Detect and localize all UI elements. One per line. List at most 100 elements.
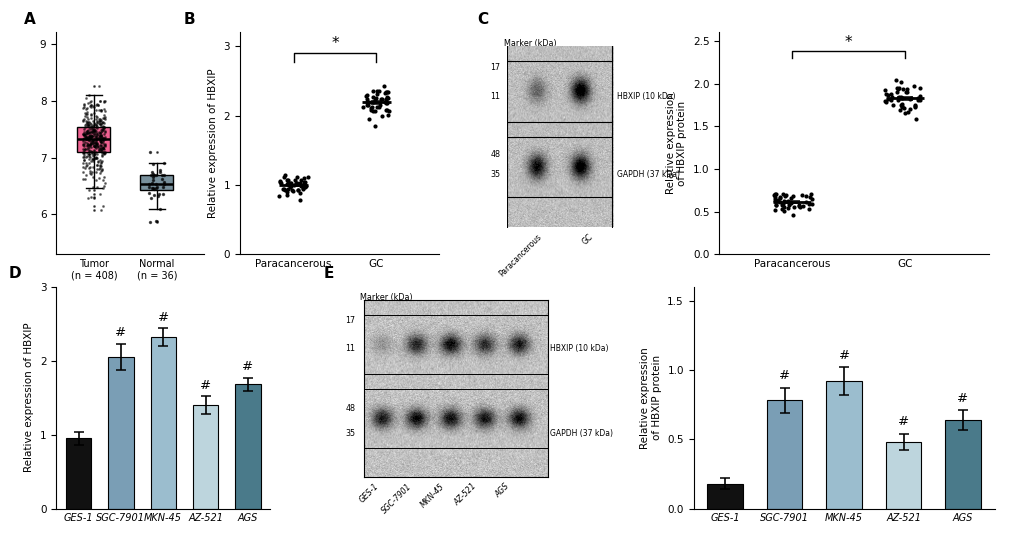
Point xyxy=(78,145,95,154)
Point xyxy=(889,84,905,93)
Point xyxy=(155,178,171,187)
Point xyxy=(76,175,93,183)
Point xyxy=(95,125,111,134)
Point xyxy=(91,106,107,115)
Point xyxy=(879,95,896,104)
Point xyxy=(92,134,108,142)
Point xyxy=(78,129,95,137)
Point xyxy=(79,117,96,126)
Point xyxy=(91,143,107,151)
Point xyxy=(881,95,898,104)
Y-axis label: Relative expression of HBXIP: Relative expression of HBXIP xyxy=(24,323,35,472)
Point xyxy=(155,183,171,192)
Point xyxy=(145,184,161,193)
Point xyxy=(88,101,104,109)
Y-axis label: Relative expression of HBXIP: Relative expression of HBXIP xyxy=(208,69,218,218)
Point xyxy=(86,142,102,150)
Text: AZ-521: AZ-521 xyxy=(452,482,478,508)
Point xyxy=(77,111,94,120)
Point xyxy=(95,143,111,152)
Text: Marker (kDa): Marker (kDa) xyxy=(503,39,555,48)
Point xyxy=(290,186,307,194)
Point xyxy=(88,111,104,120)
Point xyxy=(92,120,108,129)
Point xyxy=(93,106,109,115)
Point xyxy=(88,133,104,142)
Point xyxy=(81,146,97,154)
Point xyxy=(282,182,299,191)
Point xyxy=(95,134,111,142)
Point xyxy=(78,117,95,126)
Point xyxy=(81,131,97,140)
Point xyxy=(74,117,91,126)
Point xyxy=(358,92,374,101)
Point xyxy=(81,164,97,173)
Point xyxy=(77,170,94,179)
Point xyxy=(79,144,96,153)
Point xyxy=(91,115,107,123)
Point xyxy=(292,181,309,190)
Point xyxy=(79,133,96,142)
Point xyxy=(83,142,99,151)
Text: E: E xyxy=(323,266,334,281)
Point xyxy=(786,202,802,211)
Point xyxy=(148,183,164,192)
Point xyxy=(91,146,107,154)
Point xyxy=(779,203,795,212)
Point xyxy=(88,154,104,162)
Point xyxy=(83,103,99,111)
Point xyxy=(92,129,108,138)
Point xyxy=(74,152,91,161)
Point xyxy=(355,103,371,111)
Point xyxy=(376,89,392,97)
Point xyxy=(876,85,893,94)
Point xyxy=(78,134,95,142)
Point xyxy=(889,96,905,105)
Point xyxy=(93,126,109,134)
Point xyxy=(770,193,787,201)
Point xyxy=(94,135,110,143)
Point xyxy=(92,140,108,149)
Point xyxy=(95,144,111,153)
Point xyxy=(90,157,106,166)
Point xyxy=(79,121,96,129)
Point xyxy=(74,149,91,157)
Point xyxy=(93,127,109,136)
Point xyxy=(88,129,104,138)
Point xyxy=(296,178,312,187)
Point xyxy=(85,173,101,182)
Point xyxy=(76,129,93,138)
Point xyxy=(81,118,97,127)
Point xyxy=(152,166,168,174)
Point xyxy=(85,102,101,110)
Point xyxy=(901,105,917,114)
Point xyxy=(79,128,96,137)
Point xyxy=(92,135,108,143)
Point xyxy=(95,114,111,122)
Point xyxy=(143,217,159,226)
Point xyxy=(83,123,99,131)
Point xyxy=(877,97,894,106)
Point xyxy=(81,135,97,143)
Point xyxy=(95,117,111,126)
Point xyxy=(78,139,95,148)
Point xyxy=(92,97,108,106)
Point xyxy=(363,106,379,115)
Point xyxy=(797,192,813,201)
Point xyxy=(279,178,296,187)
Point xyxy=(83,97,99,105)
Point xyxy=(94,164,110,173)
Text: 35: 35 xyxy=(490,170,500,179)
Point xyxy=(86,118,102,127)
Point xyxy=(88,154,104,162)
Point xyxy=(97,149,113,157)
Point xyxy=(146,190,162,199)
Point xyxy=(89,129,105,137)
Point xyxy=(97,148,113,156)
Point xyxy=(766,193,783,202)
Point xyxy=(85,124,101,133)
Bar xyxy=(193,405,218,509)
Point xyxy=(84,148,100,156)
Point xyxy=(89,122,105,130)
Point xyxy=(95,201,111,210)
